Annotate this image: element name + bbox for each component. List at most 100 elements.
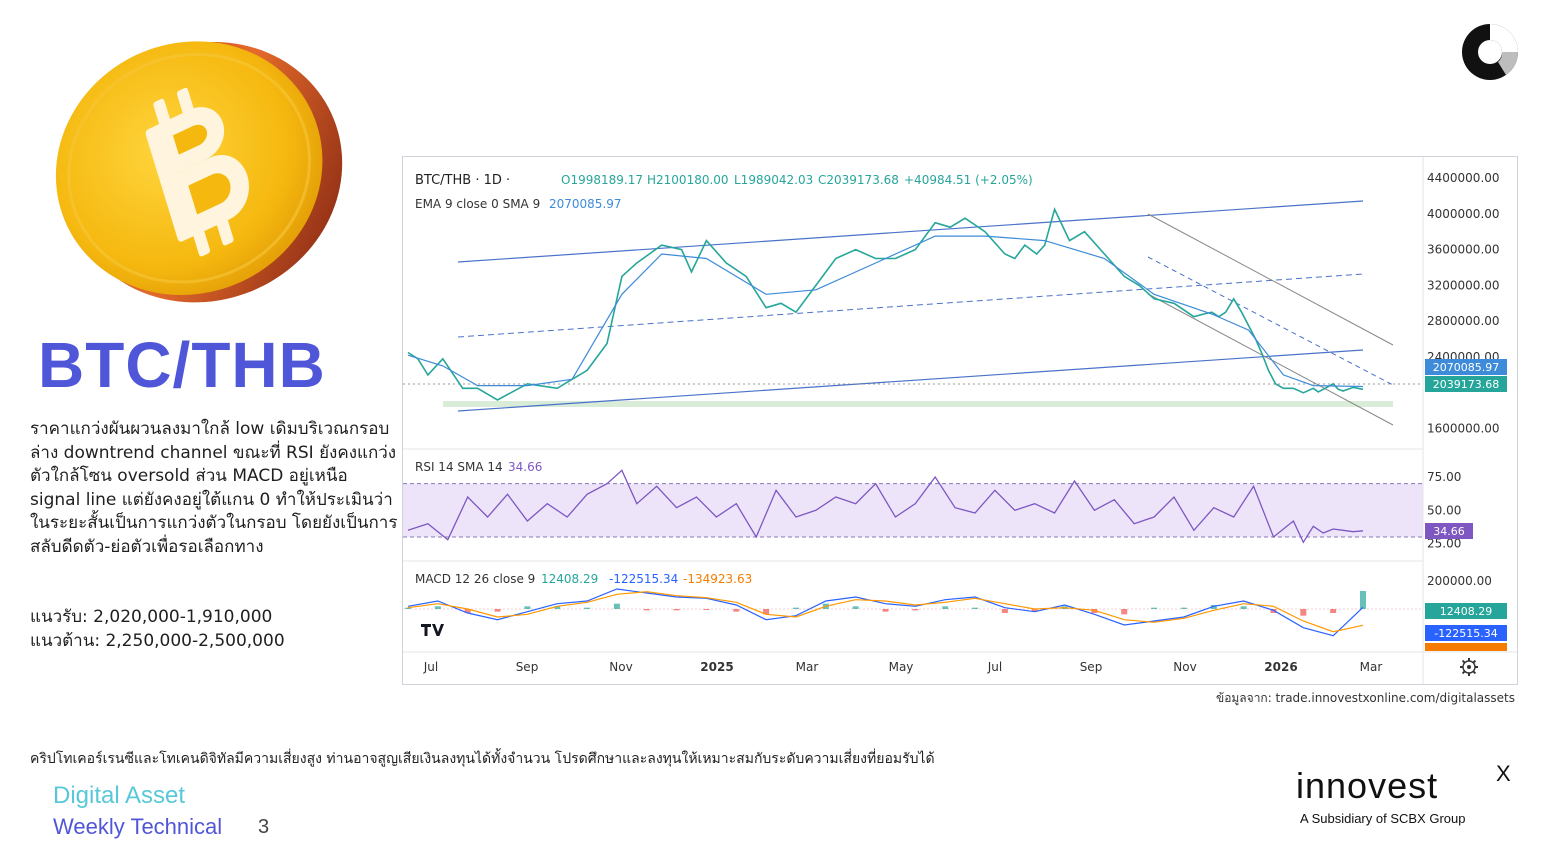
chart-symbol-label: BTC/THB · 1D ·: [415, 173, 510, 188]
macd-histogram-bar: [1300, 609, 1307, 616]
rsi-axis-tick: 25.00: [1427, 537, 1461, 551]
support-zone-band: [443, 401, 1393, 407]
macd-histogram-bar: [613, 603, 620, 609]
macd-histogram-bar: [763, 609, 770, 615]
macd-histogram-bar: [524, 606, 531, 609]
ema-price-tag: [1425, 359, 1507, 375]
rsi-value: 34.66: [508, 460, 542, 474]
macd-signal-tag-text: -122515.34: [1434, 627, 1497, 640]
macd-histogram-bar: [494, 609, 501, 612]
macd-signal-line: [407, 591, 1364, 633]
macd-histogram-bar: [1210, 605, 1217, 609]
macd-histogram-bar: [434, 606, 441, 609]
channel-mid-line: [457, 273, 1364, 338]
ohlc-open: O1998189.17: [561, 173, 643, 187]
macd-histogram-bar: [882, 609, 889, 612]
time-axis-tick: Sep: [516, 660, 539, 674]
time-axis-tick: 2025: [700, 660, 733, 674]
page-number: 3: [258, 816, 270, 838]
bitcoin-coin-illustration: [55, 41, 343, 303]
downtrend-mid-line: [1147, 256, 1394, 386]
macd-histogram-bar: [1270, 609, 1277, 613]
innovestx-brand-logo: innovest X A Subsidiary of SCBX Group: [1296, 761, 1521, 833]
macd-hist-tag: [1425, 643, 1507, 651]
time-axis-tick: Jul: [423, 660, 438, 674]
macd-histogram-bar: [852, 606, 859, 609]
price-axis-tick: 3200000.00: [1427, 278, 1500, 292]
page-title: BTC/THB: [38, 329, 326, 401]
macd-histogram-bar: [792, 607, 799, 609]
time-axis-tick: Jul: [987, 660, 1002, 674]
time-axis-tick: Nov: [609, 660, 632, 674]
btc-thb-chart: BTC/THB · 1D · O1998189.17 H2100180.00 L…: [403, 157, 1517, 684]
footer-section-subtitle: Weekly Technical: [53, 814, 223, 839]
last-price-tag-text: 2039173.68: [1433, 378, 1499, 391]
time-axis-tick: 2026: [1264, 660, 1297, 674]
macd-histogram-bar: [1031, 609, 1038, 612]
gear-icon[interactable]: [1460, 658, 1478, 676]
rsi-axis-tick: 50.00: [1427, 503, 1461, 517]
rsi-value-tag: [1425, 523, 1473, 539]
macd-value-tag: [1425, 603, 1507, 619]
channel-lower-line: [457, 349, 1364, 412]
rsi-axis-tick: 75.00: [1427, 470, 1461, 484]
time-axis-tick: Sep: [1080, 660, 1103, 674]
macd-histogram-bar: [972, 607, 979, 609]
macd-label: MACD 12 26 close 9: [415, 572, 535, 586]
support-levels: แนวรับ: 2,020,000-1,910,000: [30, 607, 273, 627]
brand-mark: X: [1496, 761, 1511, 786]
macd-histogram-bar: [1180, 607, 1187, 609]
innovestx-corner-logo-icon: [1462, 24, 1518, 80]
ohlc-change: +40984.51 (+2.05%): [904, 173, 1033, 187]
time-axis-tick: May: [889, 660, 914, 674]
downtrend-upper-line: [1147, 213, 1394, 346]
macd-histogram-bar: [554, 606, 561, 609]
macd-hist-value: -134923.63: [683, 572, 752, 586]
tradingview-logo-icon: [419, 621, 445, 637]
time-axis-tick: Mar: [1360, 660, 1383, 674]
footer-section-title: Digital Asset: [53, 782, 186, 809]
macd-histogram-bar: [643, 609, 650, 611]
macd-histogram-bar: [1330, 609, 1337, 613]
data-source-note: ข้อมูลจาก: trade.innovestxonline.com/dig…: [1215, 691, 1515, 705]
macd-histogram-bar: [1240, 606, 1247, 609]
channel-upper-line: [457, 200, 1364, 263]
macd-axis-tick: 200000.00: [1427, 574, 1492, 588]
macd-histogram-bar: [1360, 591, 1366, 609]
ema-value: 2070085.97: [549, 197, 622, 211]
analysis-description: ราคาแกว่งผันผวนลงมาใกล้ low เดิมบริเวณกร…: [30, 419, 398, 557]
brand-name: innovest: [1296, 765, 1439, 806]
price-axis-tick: 4000000.00: [1427, 207, 1500, 221]
brand-tagline: A Subsidiary of SCBX Group: [1300, 811, 1466, 826]
macd-histogram-bar: [673, 609, 680, 611]
macd-value: 12408.29: [541, 572, 598, 586]
ohlc-high: H2100180.00: [647, 173, 729, 187]
macd-histogram-bar: [1001, 609, 1008, 613]
macd-signal-value: -122515.34: [609, 572, 678, 586]
price-axis-tick: 2800000.00: [1427, 314, 1500, 328]
ohlc-low: L1989042.03: [734, 173, 813, 187]
macd-signal-tag: [1425, 625, 1507, 641]
price-series-line: [407, 207, 1364, 401]
time-axis-tick: Mar: [796, 660, 819, 674]
macd-histogram-bar: [942, 606, 949, 609]
resistance-levels: แนวต้าน: 2,250,000-2,500,000: [30, 631, 285, 651]
macd-histogram-bar: [1151, 607, 1158, 609]
ema-series-line: [407, 235, 1364, 388]
ema-price-tag-text: 2070085.97: [1433, 361, 1499, 374]
downtrend-lower-line: [1147, 293, 1394, 426]
rsi-series-line: [407, 469, 1364, 544]
macd-histogram-bar: [703, 609, 710, 610]
macd-histogram-bar: [584, 607, 591, 609]
rsi-value-tag-text: 34.66: [1433, 525, 1465, 538]
macd-value-tag-text: 12408.29: [1440, 605, 1493, 618]
price-axis-tick: 4400000.00: [1427, 171, 1500, 185]
macd-histogram-bar: [405, 607, 411, 609]
bitcoin-b-symbol-icon: [145, 87, 249, 257]
ema-label: EMA 9 close 0 SMA 9: [415, 197, 540, 211]
macd-histogram-bar: [464, 609, 471, 613]
price-axis-tick: 1600000.00: [1427, 422, 1500, 436]
rsi-label: RSI 14 SMA 14: [415, 460, 503, 474]
macd-series-line: [407, 588, 1364, 637]
ohlc-close: C2039173.68: [818, 173, 899, 187]
